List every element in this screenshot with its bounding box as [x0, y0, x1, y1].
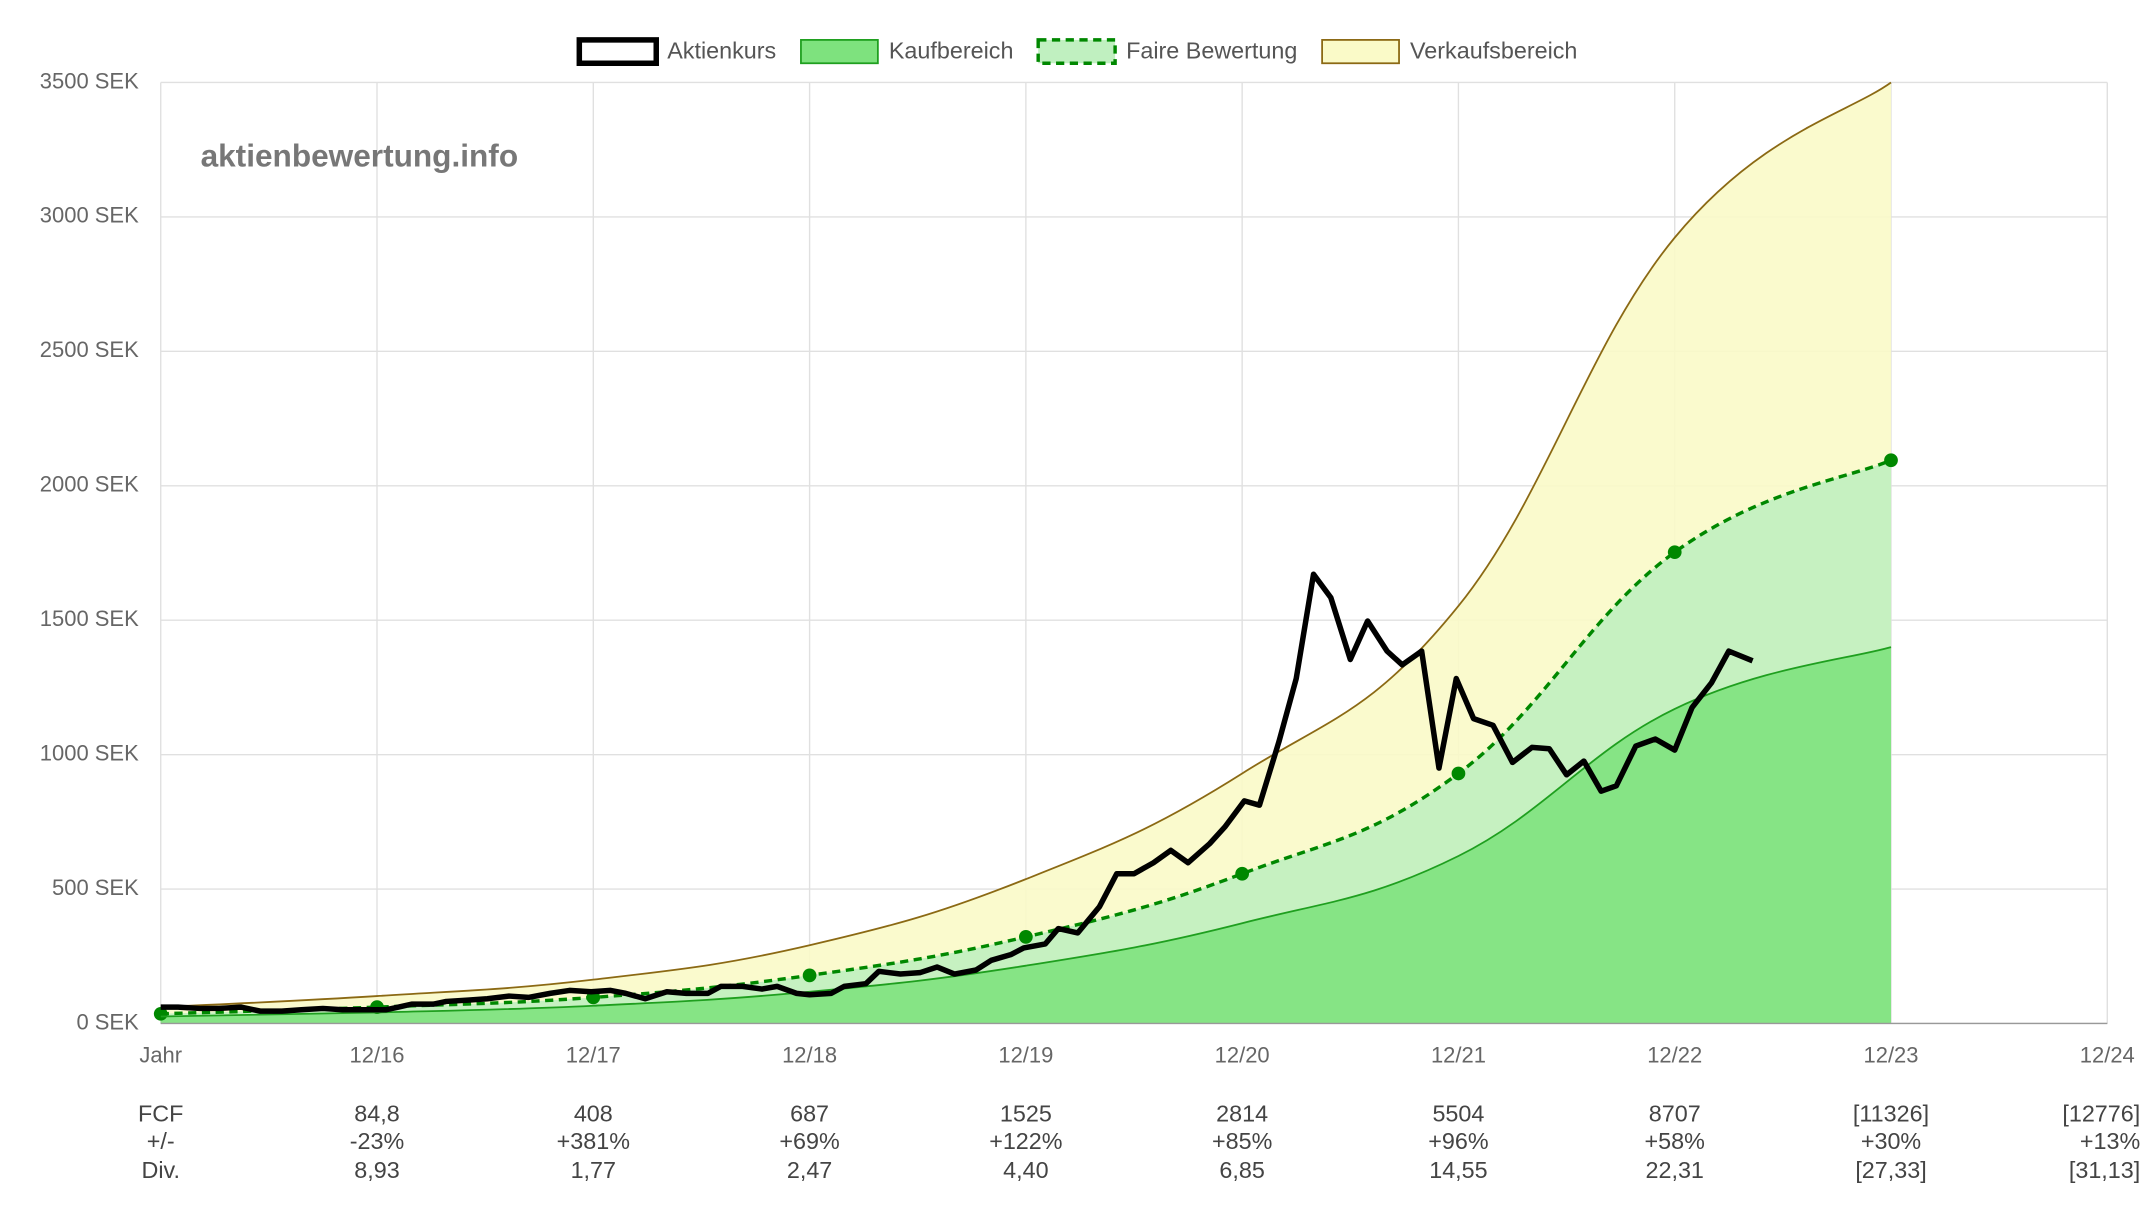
y-tick-label: 0 SEK: [76, 1009, 139, 1034]
table-row-label: +/-: [147, 1128, 175, 1154]
series-line: [160, 646, 1892, 1018]
legend-label: Kaufbereich: [889, 37, 1014, 63]
table-cell: 2814: [1216, 1101, 1268, 1127]
table-cell: 1,77: [571, 1157, 616, 1183]
table-cell: 8,93: [354, 1157, 399, 1183]
table-cell: 84,8: [354, 1101, 399, 1127]
y-tick-label: 2000 SEK: [40, 472, 139, 497]
series-line: [160, 81, 1892, 1008]
table-cell: +381%: [557, 1128, 630, 1154]
table-cell: 2,47: [787, 1157, 832, 1183]
point: [1451, 766, 1466, 781]
x-tick-label: 12/21: [1431, 1042, 1486, 1067]
point: [802, 968, 817, 983]
x-tick-label: 12/17: [566, 1042, 621, 1067]
y-tick-label: 3500 SEK: [40, 68, 139, 93]
point: [1884, 453, 1898, 468]
legend-label: Aktienkurs: [667, 37, 776, 63]
table-cell: 8707: [1649, 1101, 1701, 1127]
table-cell: [31,13]: [2069, 1157, 2140, 1183]
table-cell: +96%: [1428, 1128, 1488, 1154]
table-cell: [12776]: [2062, 1101, 2140, 1127]
x-tick-label: Jahr: [139, 1042, 182, 1067]
y-tick-label: 500 SEK: [52, 875, 139, 900]
y-tick-label: 1500 SEK: [40, 606, 139, 631]
point: [1018, 930, 1033, 944]
table-cell: 4,40: [1003, 1157, 1048, 1183]
table-cell: 408: [574, 1101, 613, 1127]
legend-label: Faire Bewertung: [1126, 37, 1297, 63]
table-cell: 6,85: [1219, 1157, 1264, 1183]
area-fill: [160, 647, 1892, 1024]
series-line: [160, 571, 1754, 1014]
x-tick-label: 12/18: [782, 1042, 837, 1067]
x-tick-label: 12/16: [350, 1042, 405, 1067]
table-cell: 5504: [1432, 1101, 1484, 1127]
legend-label: Verkaufsbereich: [1410, 37, 1577, 63]
x-tick-label: 12/23: [1864, 1042, 1919, 1067]
legend-swatch: [800, 39, 879, 65]
y-tick-label: 2500 SEK: [40, 337, 139, 362]
table-cell: +69%: [779, 1128, 839, 1154]
x-tick-label: 12/19: [998, 1042, 1053, 1067]
legend-swatch: [576, 37, 659, 67]
x-tick-label: 12/20: [1215, 1042, 1270, 1067]
table-row-label: Div.: [141, 1157, 179, 1183]
table-cell: -23%: [350, 1128, 405, 1154]
table-cell: [27,33]: [1855, 1157, 1926, 1183]
legend-swatch: [1321, 39, 1400, 65]
table-cell: +85%: [1212, 1128, 1272, 1154]
plot: [153, 81, 2108, 1025]
x-tick-label: 12/22: [1647, 1042, 1702, 1067]
table-row-label: FCF: [138, 1101, 183, 1127]
table-cell: +58%: [1645, 1128, 1705, 1154]
point: [1667, 545, 1682, 560]
table-cell: [11326]: [1853, 1101, 1929, 1127]
table-cell: +122%: [989, 1128, 1062, 1154]
point: [1235, 866, 1250, 881]
y-tick-label: 3000 SEK: [40, 203, 139, 228]
y-tick-label: 1000 SEK: [40, 740, 139, 765]
legend-swatch: [1036, 38, 1117, 65]
table-cell: 22,31: [1646, 1157, 1704, 1183]
table-cell: +13%: [2080, 1128, 2140, 1154]
table-cell: 687: [790, 1101, 829, 1127]
table-cell: 14,55: [1429, 1157, 1487, 1183]
legend: Aktienkurs Kaufbereich Faire Bewertung Verk…: [576, 37, 1577, 67]
table-cell: +30%: [1861, 1128, 1921, 1154]
x-tick-label: 12/24: [2080, 1042, 2135, 1067]
watermark: aktienbewertung.info: [201, 137, 519, 173]
table-cell: 1525: [1000, 1101, 1052, 1127]
